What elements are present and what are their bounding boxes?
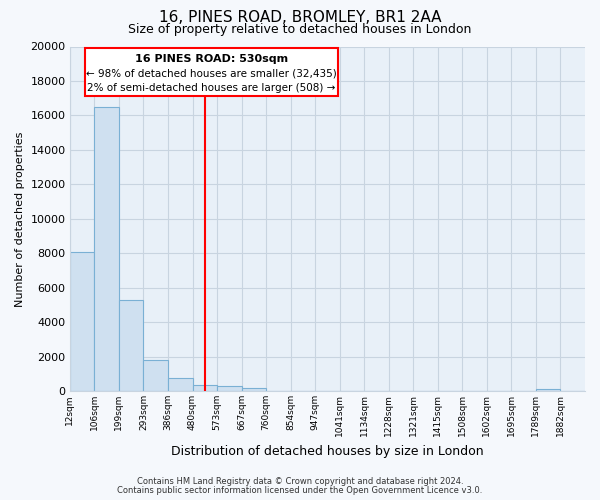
Text: 16, PINES ROAD, BROMLEY, BR1 2AA: 16, PINES ROAD, BROMLEY, BR1 2AA: [159, 10, 441, 25]
X-axis label: Distribution of detached houses by size in London: Distribution of detached houses by size …: [171, 444, 484, 458]
Text: Contains public sector information licensed under the Open Government Licence v3: Contains public sector information licen…: [118, 486, 482, 495]
Bar: [536, 388, 560, 392]
Bar: [143, 360, 168, 392]
Bar: [70, 252, 94, 392]
Bar: [94, 107, 119, 392]
Text: Contains HM Land Registry data © Crown copyright and database right 2024.: Contains HM Land Registry data © Crown c…: [137, 477, 463, 486]
Text: 16 PINES ROAD: 530sqm: 16 PINES ROAD: 530sqm: [135, 54, 288, 64]
Bar: [242, 388, 266, 392]
Bar: [168, 378, 193, 392]
Y-axis label: Number of detached properties: Number of detached properties: [15, 131, 25, 306]
FancyBboxPatch shape: [85, 48, 338, 96]
Text: 2% of semi-detached houses are larger (508) →: 2% of semi-detached houses are larger (5…: [88, 83, 336, 93]
Bar: [119, 300, 143, 392]
Text: ← 98% of detached houses are smaller (32,435): ← 98% of detached houses are smaller (32…: [86, 68, 337, 78]
Text: Size of property relative to detached houses in London: Size of property relative to detached ho…: [128, 22, 472, 36]
Bar: [217, 386, 242, 392]
Bar: [193, 385, 217, 392]
